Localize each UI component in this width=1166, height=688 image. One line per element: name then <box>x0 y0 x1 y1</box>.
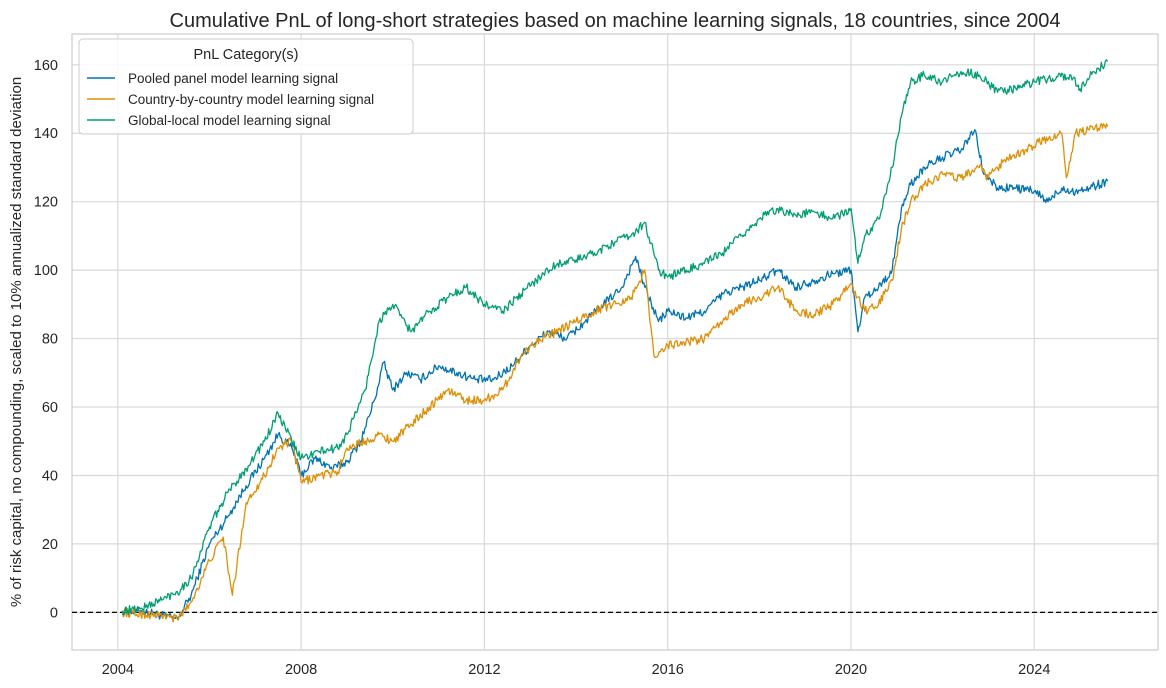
x-tick-label: 2016 <box>652 662 684 678</box>
y-tick-label: 140 <box>34 126 58 142</box>
tick-labels: 2004 2008 2012 2016 2020 2024 0 20 40 60 80 100 120 1… <box>34 58 1051 678</box>
x-tick-label: 2024 <box>1018 662 1050 678</box>
plot-area-border <box>71 33 1159 651</box>
y-axis-label: % of risk capital, no compounding, scale… <box>8 77 25 607</box>
chart-title: Cumulative PnL of long-short strategies … <box>170 10 1061 32</box>
y-tick-label: 80 <box>42 332 58 348</box>
x-tick-label: 2004 <box>102 662 134 678</box>
x-tick-label: 2008 <box>285 662 317 678</box>
legend-entry-label-3: Global-local model learning signal <box>128 113 331 128</box>
legend-box <box>78 38 414 135</box>
legend-entry-label-2: Country-by-country model learning signal <box>128 92 374 107</box>
legend: PnL Category(s) Pooled panel model learn… <box>78 38 414 135</box>
legend-entry-label-1: Pooled panel model learning signal <box>128 71 338 86</box>
legend-title: PnL Category(s) <box>193 47 298 63</box>
y-tick-label: 100 <box>34 263 58 279</box>
series-line-2 <box>121 122 1109 623</box>
series-line-1 <box>121 129 1109 620</box>
legend-entries: Pooled panel model learning signal Countr… <box>87 71 374 128</box>
y-tick-label: 160 <box>34 58 58 74</box>
series-line-3 <box>121 59 1109 616</box>
y-tick-label: 60 <box>42 400 58 416</box>
x-tick-label: 2012 <box>468 662 500 678</box>
x-tick-label: 2020 <box>835 662 867 678</box>
grid <box>72 34 1158 650</box>
y-tick-label: 20 <box>42 537 58 553</box>
y-tick-label: 0 <box>50 605 58 621</box>
plot-frame <box>71 33 1159 651</box>
series-lines <box>121 59 1109 623</box>
y-tick-label: 120 <box>34 195 58 211</box>
y-tick-label: 40 <box>42 468 58 484</box>
